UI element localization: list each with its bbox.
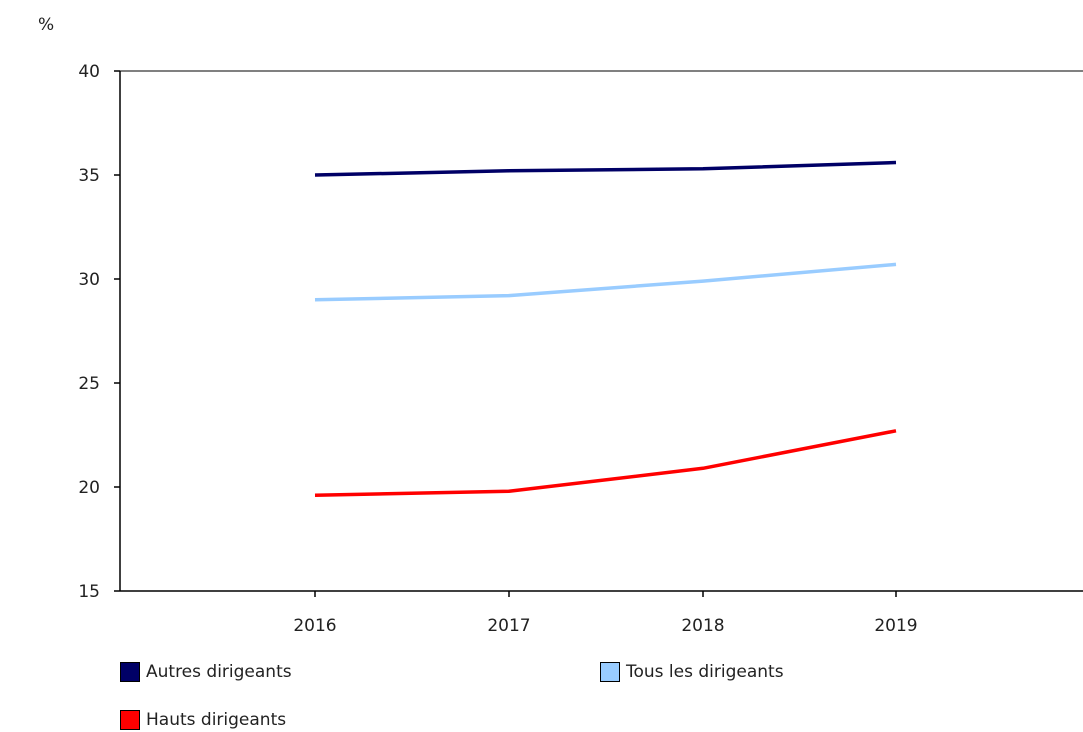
x-tick-label: 2018 bbox=[681, 616, 724, 636]
legend-item-tous: Tous les dirigeants bbox=[600, 662, 784, 682]
y-unit-label: % bbox=[38, 15, 54, 35]
legend-swatch bbox=[120, 710, 140, 730]
series-lines bbox=[314, 160, 897, 498]
y-tick-label: 15 bbox=[78, 582, 100, 602]
legend-label: Tous les dirigeants bbox=[626, 662, 784, 682]
series-line-1 bbox=[314, 262, 897, 302]
x-tick-label: 2017 bbox=[487, 616, 530, 636]
series-line-0 bbox=[314, 160, 897, 177]
legend-swatch bbox=[600, 662, 620, 682]
line-chart: % 15 20 25 30 35 40 2016 2017 2018 2019 bbox=[38, 15, 1083, 636]
y-tick-label: 25 bbox=[78, 374, 100, 394]
y-tick-label: 30 bbox=[78, 270, 100, 290]
legend-label: Autres dirigeants bbox=[146, 662, 292, 682]
legend-item-hauts: Hauts dirigeants bbox=[120, 710, 286, 730]
y-tick-label: 40 bbox=[78, 62, 100, 82]
y-axis-ticks: 15 20 25 30 35 40 bbox=[78, 62, 120, 602]
axes bbox=[119, 70, 1083, 592]
legend-label: Hauts dirigeants bbox=[146, 710, 287, 730]
x-axis-ticks: 2016 2017 2018 2019 bbox=[293, 591, 918, 636]
series-line-2 bbox=[314, 429, 897, 498]
x-tick-label: 2016 bbox=[293, 616, 336, 636]
y-tick-label: 20 bbox=[78, 478, 100, 498]
legend-item-autres: Autres dirigeants bbox=[120, 662, 292, 682]
y-tick-label: 35 bbox=[78, 166, 100, 186]
legend-swatch bbox=[120, 662, 140, 682]
x-tick-label: 2019 bbox=[874, 616, 917, 636]
